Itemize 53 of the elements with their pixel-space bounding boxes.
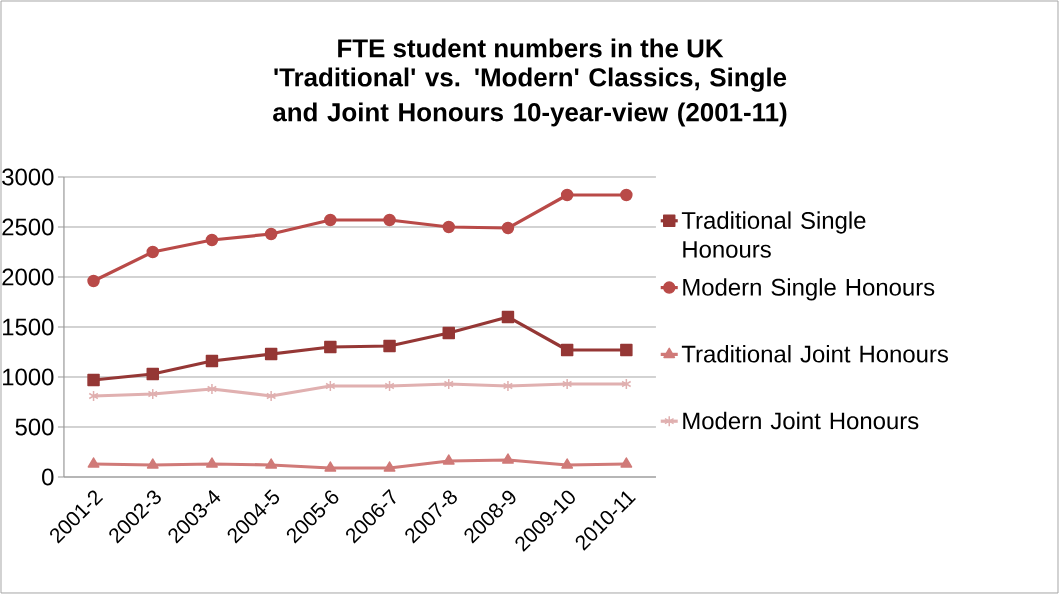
point	[442, 454, 455, 465]
point	[502, 453, 514, 464]
point	[206, 457, 218, 468]
point	[146, 245, 159, 259]
point	[324, 461, 337, 472]
point	[325, 380, 336, 392]
point	[501, 221, 515, 235]
y-tick-label: 500	[15, 418, 54, 436]
y-tick-label: 2500	[2, 218, 54, 236]
point	[87, 274, 100, 288]
point	[621, 378, 632, 390]
legend-label: Modern Joint Honours	[683, 411, 919, 430]
point	[87, 457, 100, 468]
point	[562, 378, 573, 390]
point	[88, 390, 99, 402]
point	[206, 383, 218, 395]
point	[383, 339, 396, 353]
legend-label: Modern Single Honours	[683, 278, 935, 301]
legend-label: Traditional Single Honours	[681, 211, 866, 258]
point	[147, 388, 158, 400]
point	[264, 227, 278, 241]
point	[324, 340, 337, 354]
point	[264, 347, 278, 361]
point	[620, 457, 633, 468]
point	[205, 354, 219, 368]
point	[502, 380, 514, 392]
point	[205, 233, 219, 247]
point	[442, 220, 455, 234]
point	[561, 458, 574, 469]
point	[383, 461, 396, 472]
y-tick-label: 1000	[3, 368, 54, 386]
point	[87, 373, 100, 387]
point	[266, 390, 277, 402]
point	[324, 213, 337, 227]
point	[146, 367, 159, 381]
chart-subtitle: 'Traditional' vs. 'Modern' Classics, Single and Joint Honours 10-year-view (2001-11)	[273, 67, 787, 127]
chart-title: FTE student numbers in the UK	[338, 38, 724, 58]
y-tick-label: 2000	[2, 268, 54, 286]
point	[443, 378, 454, 390]
y-tick-label: 3000	[2, 168, 54, 186]
point	[146, 458, 159, 469]
point	[442, 326, 455, 340]
point	[620, 343, 633, 357]
legend-label: Traditional Joint Honours	[681, 344, 948, 363]
y-tick-label: 0	[42, 468, 54, 486]
point	[620, 188, 633, 202]
point	[501, 310, 515, 324]
point	[384, 380, 395, 392]
point	[383, 213, 396, 227]
point	[560, 343, 574, 357]
y-tick-label: 1500	[3, 318, 54, 336]
point	[265, 458, 278, 469]
point	[560, 188, 574, 202]
